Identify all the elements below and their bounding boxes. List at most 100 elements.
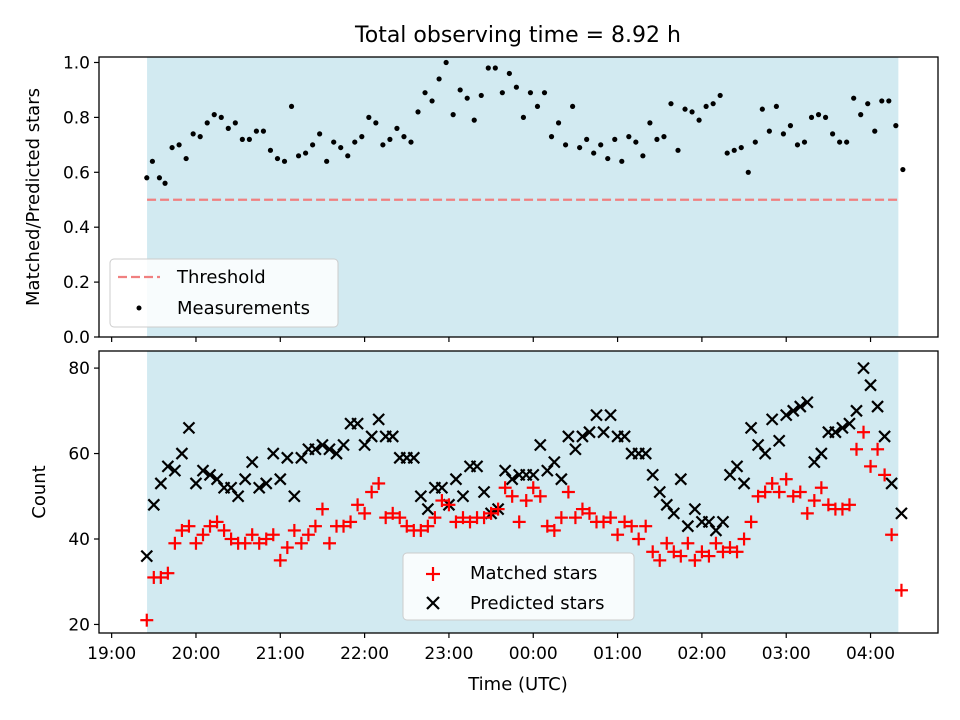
predicted-marker-stroke <box>456 489 470 503</box>
matched-star-point <box>505 489 519 503</box>
predicted-star-point <box>555 472 568 486</box>
measurement-point <box>534 103 541 110</box>
matched-star-point <box>154 570 168 584</box>
predicted-marker-stroke <box>548 455 561 469</box>
predicted-star-point <box>386 430 399 443</box>
measurement-point <box>239 136 245 142</box>
predicted-marker-stroke <box>316 438 329 452</box>
predicted-star-point <box>435 481 449 495</box>
predicted-marker-stroke <box>716 515 730 529</box>
predicted-star-point <box>456 489 470 503</box>
measurement-point <box>246 136 252 142</box>
matched-star-point <box>449 515 463 529</box>
predicted-star-point <box>161 460 175 473</box>
predicted-star-point <box>449 472 463 486</box>
predicted-star-point <box>779 408 793 422</box>
predicted-marker-stroke <box>386 430 399 443</box>
predicted-marker-stroke <box>871 400 884 413</box>
matched-star-point <box>491 502 505 516</box>
matched-star-point <box>646 545 660 559</box>
measurement-point <box>548 134 555 140</box>
measurement-point <box>422 90 428 96</box>
predicted-marker-stroke <box>583 425 596 439</box>
predicted-marker-stroke <box>161 460 175 473</box>
legend-threshold-label: Threshold <box>176 267 266 288</box>
measurement-point <box>584 136 590 142</box>
matched-star-point <box>365 485 379 499</box>
matched-star-point <box>344 515 358 529</box>
matched-star-point <box>625 519 639 533</box>
matched-legend-marker <box>426 567 440 581</box>
predicted-marker-stroke <box>259 477 273 490</box>
matched-star-point <box>217 523 231 537</box>
measurement-point <box>619 158 625 164</box>
predicted-marker-stroke <box>245 455 259 469</box>
measurement-point <box>689 109 695 115</box>
predicted-star-point <box>793 400 807 413</box>
predicted-star-point <box>505 472 519 486</box>
predicted-marker-stroke <box>639 447 652 460</box>
predicted-marker-stroke <box>309 442 322 456</box>
measurement-point <box>260 128 267 134</box>
predicted-star-point <box>730 460 744 473</box>
matched-star-point <box>730 545 744 559</box>
predicted-marker-stroke <box>604 408 617 422</box>
predicted-star-point <box>309 442 322 456</box>
measurement-point <box>577 144 583 151</box>
predicted-star-point <box>864 378 877 392</box>
matched-star-point <box>414 523 428 537</box>
matched-star-point <box>301 528 315 542</box>
bottom-y-tick-label: 20 <box>68 615 90 635</box>
measurement-point <box>218 114 224 120</box>
predicted-marker-stroke <box>534 438 547 452</box>
predicted-marker-stroke <box>365 430 378 443</box>
measurement-point <box>851 95 857 101</box>
predicted-marker-stroke <box>555 472 568 486</box>
matched-star-point <box>835 502 849 516</box>
predicted-marker-stroke <box>337 438 350 452</box>
predicted-star-point <box>266 447 280 460</box>
measurement-point <box>858 112 864 118</box>
predicted-star-point <box>801 395 814 409</box>
predicted-marker-stroke <box>737 477 751 490</box>
measurement-point <box>527 90 534 96</box>
measurement-point <box>176 142 182 148</box>
predicted-marker-stroke <box>793 400 807 413</box>
measurement-point <box>766 128 772 134</box>
measurement-point <box>731 147 737 153</box>
predicted-star-point <box>168 464 182 477</box>
predicted-marker-stroke <box>477 485 491 499</box>
matched-star-point <box>674 549 688 563</box>
matched-star-point <box>681 536 695 550</box>
matched-star-point <box>864 459 878 473</box>
matched-star-point <box>196 528 210 542</box>
predicted-star-point <box>895 507 908 520</box>
matched-star-point <box>435 494 449 508</box>
matched-star-point <box>358 506 372 520</box>
measurement-point <box>253 128 260 134</box>
measurement-point <box>317 131 323 137</box>
measurement-point <box>457 87 463 93</box>
matched-star-point <box>210 515 224 529</box>
measurement-point <box>464 95 470 101</box>
matched-star-point <box>800 506 814 520</box>
predicted-marker-stroke <box>674 472 688 486</box>
matched-star-point <box>878 468 892 482</box>
measurement-point <box>310 142 316 148</box>
matched-star-point <box>477 511 491 525</box>
predicted-star-point <box>351 417 364 430</box>
measurement-point <box>394 125 400 131</box>
measurement-point <box>865 101 871 107</box>
predicted-marker-stroke <box>505 472 519 486</box>
measurement-point <box>724 150 730 156</box>
predicted-star-point <box>372 413 385 426</box>
measurement-point <box>232 120 238 126</box>
predicted-star-point <box>871 400 884 413</box>
measurement-point <box>144 175 150 181</box>
measurement-point <box>183 155 189 162</box>
count-panel: 20 40 60 80 Count Matched stars Predicted s… <box>29 350 939 635</box>
measurement-point <box>829 131 836 137</box>
predicted-star-point <box>576 430 589 443</box>
predicted-star-point <box>758 447 772 460</box>
measurement-point <box>429 98 435 104</box>
